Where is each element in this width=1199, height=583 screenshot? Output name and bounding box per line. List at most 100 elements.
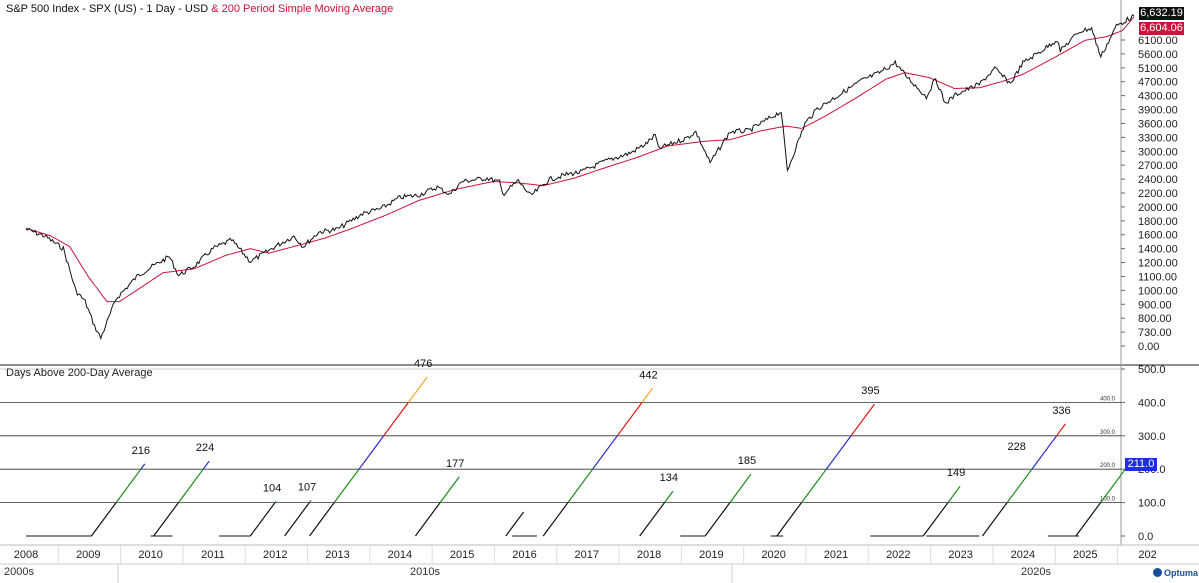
run-label-run-2012: 107	[298, 481, 316, 493]
grid-line-label: 200.0	[1100, 463, 1116, 469]
y2-tick-label: 300.0	[1138, 431, 1166, 443]
run-segment-run-2013	[358, 435, 385, 470]
run-label-run-2014: 177	[446, 458, 464, 470]
y-tick-label: 3600.00	[1138, 118, 1178, 130]
grid-line-label: 100.0	[1100, 497, 1116, 503]
current-days-badge: 211.0	[1125, 458, 1157, 471]
y-tick-label: 2700.00	[1138, 160, 1178, 172]
run-segment-run-2009	[90, 502, 117, 537]
x-tick-label: 2019	[699, 549, 723, 561]
y-tick-label: 4700.00	[1138, 77, 1178, 89]
run-segment-run-2018	[664, 490, 674, 503]
x-tick-label: 2020	[761, 549, 785, 561]
run-segment-run-2013	[383, 402, 409, 437]
run-label-run-2018: 134	[660, 472, 678, 484]
y-tick-label: 3900.00	[1138, 105, 1178, 117]
run-segment-run-2025	[1075, 502, 1102, 537]
y-tick-label: 1600.00	[1138, 230, 1178, 242]
y-tick-label: 2400.00	[1138, 174, 1178, 186]
run-label-run-2022: 149	[947, 467, 965, 479]
last-price-badge: 6,632.19	[1139, 7, 1184, 20]
run-label-annotation: 228	[1008, 441, 1026, 453]
run-segment-run-2019	[729, 473, 752, 503]
run-segment-run-2013	[407, 376, 428, 403]
run-segment-run-2019	[704, 502, 731, 537]
run-segment-run-2022	[947, 485, 961, 503]
y2-tick-label: 400.0	[1138, 397, 1166, 409]
y-tick-label: 5100.00	[1138, 63, 1178, 75]
run-segment-run-2020	[801, 468, 827, 503]
y-tick-label: 5600.00	[1138, 49, 1178, 61]
run-segment-run-2010	[178, 468, 204, 503]
y-tick-label: 3000.00	[1138, 146, 1178, 158]
run-segment-run-2016	[616, 402, 643, 437]
optuma-logo-text: Optuma	[1164, 568, 1199, 578]
x-tick-label: 2023	[948, 549, 972, 561]
grid-line-label: 300.0	[1100, 430, 1116, 436]
y2-tick-label: 0.0	[1138, 531, 1153, 543]
grid-line-label: 400.0	[1100, 396, 1116, 402]
y-tick-label: 1000.00	[1138, 285, 1178, 297]
y-tick-label: 730.00	[1138, 327, 1172, 339]
run-segment-run-2010	[153, 502, 179, 537]
run-label-run-2010: 224	[196, 442, 214, 454]
run-segment-run-2016	[592, 435, 618, 470]
run-label-run-2013: 476	[414, 358, 432, 370]
run-segment-run-2016	[542, 502, 569, 537]
run-label-run-2011: 104	[263, 482, 281, 494]
y-tick-label: 3300.00	[1138, 132, 1178, 144]
y2-tick-label: 100.0	[1138, 498, 1166, 510]
run-segment-run-2020	[825, 435, 852, 470]
run-segment-run-2012	[284, 502, 310, 537]
x-tick-label: 2017	[575, 549, 599, 561]
run-segment-run-2023	[1056, 423, 1066, 437]
run-segment-run-2013	[309, 502, 335, 537]
y-tick-label: 1800.00	[1138, 216, 1178, 228]
ma-200-line	[25, 16, 1135, 303]
x-tick-label: 2011	[201, 549, 225, 561]
run-segment-run-2023	[1031, 435, 1058, 470]
x-tick-label: 2016	[512, 549, 536, 561]
decade-label-2020s: 2020s	[1021, 566, 1051, 578]
x-tick-label: 2015	[450, 549, 474, 561]
run-segment-run-2020	[776, 502, 802, 537]
run-segment-run-2015	[505, 511, 525, 537]
x-tick-label: 2013	[325, 549, 349, 561]
run-segment-run-2022	[922, 502, 949, 537]
y-tick-label: 800.00	[1138, 313, 1172, 325]
run-segment-run-2011	[249, 502, 276, 537]
run-segment-run-2023	[1006, 468, 1033, 503]
run-segment-run-2016	[641, 388, 653, 403]
x-tick-label: 2009	[76, 549, 100, 561]
run-segment-run-2025	[1100, 468, 1126, 503]
run-segment-run-2009	[140, 463, 146, 470]
y-tick-label: 6100.00	[1138, 35, 1178, 47]
x-tick-label: 2021	[824, 549, 848, 561]
x-tick-label: 2012	[263, 549, 287, 561]
y-tick-label: 4300.00	[1138, 91, 1178, 103]
decade-label-2000s: 2000s	[4, 566, 34, 578]
optuma-logo: Optuma	[1153, 568, 1198, 578]
run-segment-run-2011	[274, 500, 277, 503]
run-label-run-2016: 442	[639, 369, 657, 381]
run-label-run-2020: 395	[861, 385, 879, 397]
x-tick-label: 2014	[388, 549, 412, 561]
chart-title-main: S&P 500 Index - SPX (US) - 1 Day - USD	[6, 3, 209, 15]
last-ma-badge: 6,604.06	[1139, 22, 1184, 35]
x-tick-label: 2018	[637, 549, 661, 561]
chart-title: S&P 500 Index - SPX (US) - 1 Day - USD &…	[6, 3, 393, 15]
run-segment-run-2013	[333, 468, 360, 503]
x-tick-label: 202	[1138, 549, 1156, 561]
run-segment-run-2010	[202, 460, 210, 470]
x-tick-label: 2010	[138, 549, 162, 561]
run-segment-run-2018	[639, 502, 665, 537]
x-tick-label: 2022	[886, 549, 910, 561]
y-tick-label: 1400.00	[1138, 244, 1178, 256]
y-tick-label: 2200.00	[1138, 188, 1178, 200]
lower-panel-title: Days Above 200-Day Average	[6, 367, 153, 379]
x-tick-label: 2024	[1011, 549, 1035, 561]
run-label-run-2009: 216	[132, 445, 150, 457]
chart-title-ma: & 200 Period Simple Moving Average	[208, 3, 394, 15]
run-segment-run-2023	[981, 502, 1008, 537]
